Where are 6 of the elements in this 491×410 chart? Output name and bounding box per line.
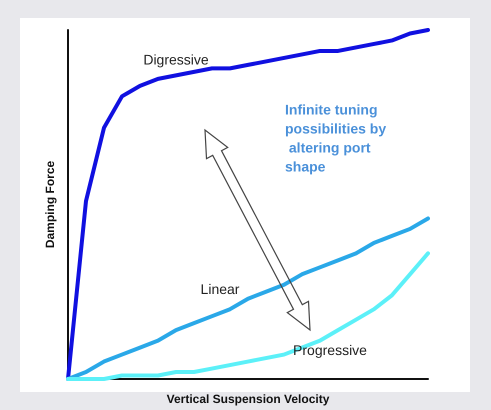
- y-axis-title: Damping Force: [43, 160, 57, 248]
- series-label: Linear: [200, 281, 240, 298]
- series-label: Progressive: [293, 342, 368, 358]
- series-label: Digressive: [143, 51, 209, 68]
- x-axis-title: Vertical Suspension Velocity: [166, 392, 330, 406]
- annotation: Infinite tuning possibilities by altering port shape: [285, 102, 386, 174]
